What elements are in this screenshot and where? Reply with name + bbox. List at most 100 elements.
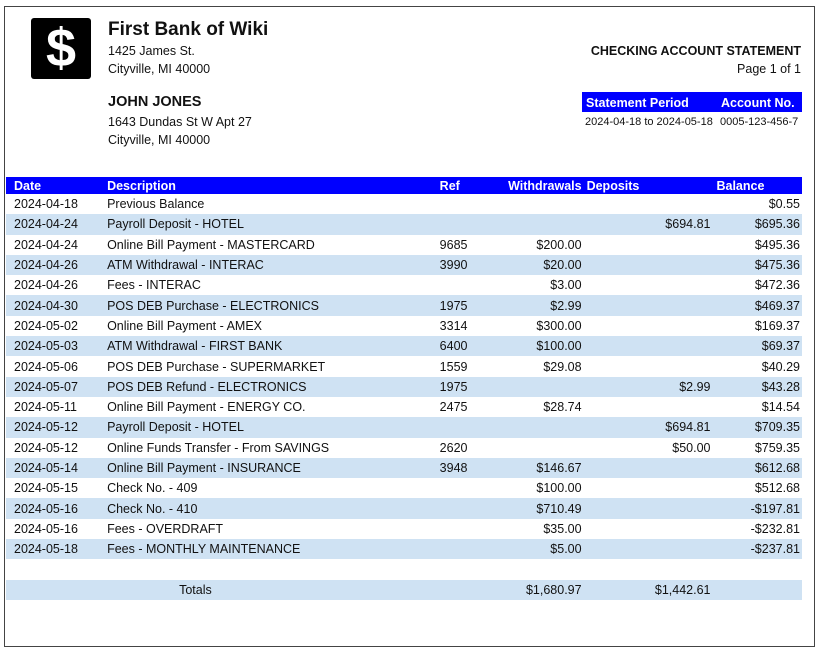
- table-row: 2024-04-30 POS DEB Purchase - ELECTRONICS…: [6, 295, 802, 316]
- cell-balance: $169.37: [754, 318, 800, 333]
- table-row: 2024-05-12 Payroll Deposit - HOTEL $694.81…: [6, 417, 802, 438]
- cell-date: [6, 600, 107, 620]
- table-row: 2024-05-06 POS DEB Purchase - SUPERMARKET…: [6, 356, 802, 376]
- cell-balance: $475.36: [716, 254, 802, 276]
- table-row: [6, 559, 802, 579]
- cell-date: 2024-05-14: [6, 457, 108, 479]
- cell-date: 2024-05-02: [14, 318, 78, 333]
- cell-ref: 3990: [439, 254, 509, 276]
- cell-description: Payroll Deposit - HOTEL: [107, 214, 440, 235]
- transactions-table: Date Description Ref Withdrawals Deposit…: [6, 177, 802, 620]
- cell-balance: $709.35: [716, 417, 802, 438]
- cell-date: 2024-05-12: [14, 440, 78, 455]
- table-row: 2024-05-15 Check No. - 409 $100.00 $512.68: [6, 478, 802, 498]
- cell-description: Payroll Deposit - HOTEL: [107, 417, 440, 438]
- cell-ref: 6400: [439, 336, 509, 357]
- bank-name: First Bank of Wiki: [108, 19, 269, 40]
- table-row: 2024-04-18 Previous Balance $0.55: [6, 194, 802, 214]
- cell-description: [107, 559, 440, 579]
- cell-empty: [716, 579, 802, 600]
- cell-balance: $612.68: [716, 457, 802, 479]
- cell-date: 2024-05-12: [6, 417, 108, 438]
- cell-deposits: [581, 498, 717, 519]
- cell-balance: $43.28: [716, 376, 802, 397]
- cell-balance: $695.36: [716, 214, 802, 235]
- cell-date: 2024-04-26: [6, 254, 108, 276]
- cell-withdrawals: $300.00: [536, 318, 582, 333]
- totals-withdrawals: $1,680.97: [508, 579, 582, 600]
- cell-date: 2024-05-18: [6, 539, 108, 560]
- cell-balance: -$232.81: [750, 521, 800, 536]
- cell-ref: 1975: [439, 295, 509, 316]
- cell-withdrawals: $28.74: [543, 400, 582, 415]
- cell-ref: [440, 600, 508, 620]
- dollar-logo-icon: $: [31, 18, 91, 79]
- cell-deposits: $2.99: [581, 376, 717, 397]
- cell-date: 2024-05-16: [14, 521, 78, 536]
- cell-deposits: [582, 316, 717, 336]
- cell-balance: $40.29: [761, 359, 800, 374]
- cell-description: Check No. - 409: [107, 481, 198, 496]
- table-row: 2024-05-12 Online Funds Transfer - From S…: [6, 438, 802, 458]
- cell-ref: [439, 214, 509, 235]
- table-row: 2024-05-02 Online Bill Payment - AMEX 3314…: [6, 316, 802, 336]
- column-header-date: Date: [6, 177, 108, 194]
- cell-withdrawals: [508, 438, 582, 458]
- cell-date: 2024-05-07: [6, 376, 108, 397]
- cell-ref: [439, 417, 509, 438]
- column-header-ref: Ref: [439, 177, 509, 194]
- cell-deposits: [581, 254, 717, 276]
- totals-row: Totals $1,680.97 $1,442.61: [6, 579, 802, 600]
- cell-deposits: $50.00: [672, 440, 711, 455]
- cell-deposits: [582, 275, 717, 295]
- statement-page: [4, 6, 815, 647]
- table-row: 2024-05-16 Check No. - 410 $710.49 -$197.81: [6, 498, 802, 519]
- cell-deposits: [582, 356, 717, 376]
- cell-balance: [716, 559, 802, 579]
- cell-deposits: $694.81: [581, 417, 717, 438]
- cell-withdrawals: $146.67: [508, 457, 582, 479]
- cell-withdrawals: [508, 376, 582, 397]
- cell-description: Check No. - 410: [107, 498, 440, 519]
- account-number-label: Account No.: [721, 96, 795, 110]
- totals-deposits: $1,442.61: [581, 579, 717, 600]
- cell-description: Fees - MONTHLY MAINTENANCE: [107, 539, 440, 560]
- cell-deposits: [582, 235, 717, 255]
- cell-description: POS DEB Refund - ELECTRONICS: [107, 376, 440, 397]
- cell-deposits: $694.81: [581, 214, 717, 235]
- cell-date: 2024-04-26: [14, 278, 78, 293]
- cell-withdrawals: $200.00: [536, 237, 582, 252]
- cell-description: ATM Withdrawal - FIRST BANK: [107, 336, 440, 357]
- cell-ref: [440, 559, 508, 579]
- cell-date: 2024-04-24: [14, 237, 78, 252]
- bank-address-line2: Cityville, MI 40000: [108, 62, 211, 76]
- cell-ref: 2475: [439, 400, 468, 415]
- cell-description: Online Bill Payment - MASTERCARD: [107, 237, 315, 252]
- cell-date: 2024-05-16: [6, 498, 108, 519]
- cell-balance: $472.36: [754, 278, 800, 293]
- cell-deposits: [582, 559, 717, 579]
- table-row: 2024-05-18 Fees - MONTHLY MAINTENANCE $5.0…: [6, 539, 802, 560]
- cell-date: 2024-05-15: [14, 481, 78, 496]
- cell-description: POS DEB Purchase - ELECTRONICS: [107, 295, 440, 316]
- cell-description: Online Funds Transfer - From SAVINGS: [107, 440, 330, 455]
- customer-address-line1: 1643 Dundas St W Apt 27: [108, 115, 252, 129]
- cell-empty: [6, 579, 108, 600]
- cell-deposits: [581, 539, 717, 560]
- cell-balance: $495.36: [754, 237, 800, 252]
- cell-withdrawals: $3.00: [550, 278, 582, 293]
- cell-deposits: [582, 194, 717, 214]
- statement-title: CHECKING ACCOUNT STATEMENT: [590, 44, 801, 58]
- cell-ref: [440, 519, 508, 539]
- cell-description: POS DEB Purchase - SUPERMARKET: [107, 359, 326, 374]
- cell-description: Fees - OVERDRAFT: [107, 521, 224, 536]
- cell-date: 2024-05-06: [14, 359, 78, 374]
- table-row: 2024-04-24 Online Bill Payment - MASTERCA…: [6, 235, 802, 255]
- cell-date: 2024-05-11: [14, 400, 78, 415]
- statement-info-box: Statement Period Account No. 2024-04-18 …: [582, 92, 802, 132]
- cell-deposits: [582, 478, 717, 498]
- cell-withdrawals: [508, 417, 582, 438]
- cell-ref: 9685: [439, 237, 468, 252]
- cell-ref: [440, 275, 508, 295]
- cell-date: [6, 559, 107, 579]
